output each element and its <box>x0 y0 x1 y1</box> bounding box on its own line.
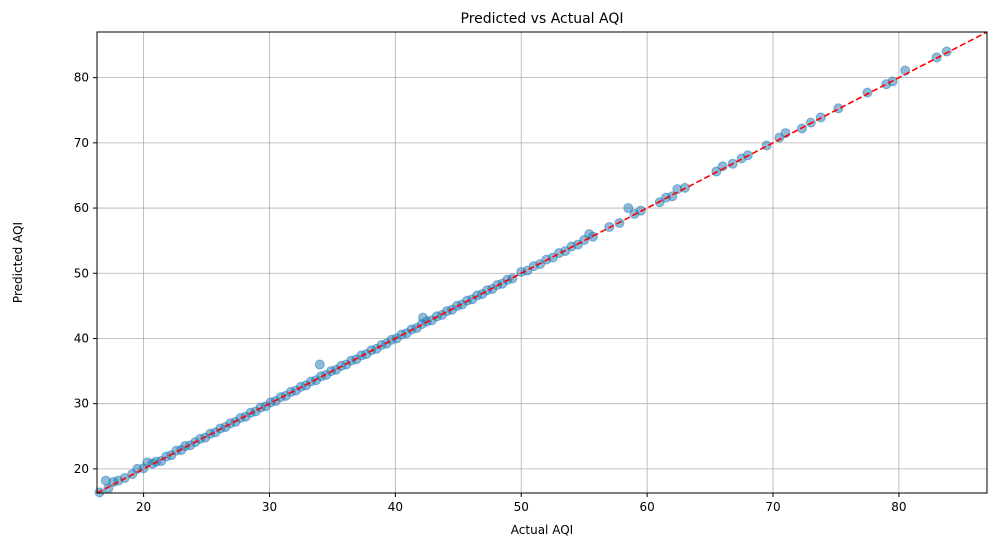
x-tick-label: 60 <box>639 500 654 514</box>
text-layer: Predicted vs Actual AQI Actual AQI Predi… <box>11 11 624 537</box>
plot-frame <box>96 31 988 494</box>
data-point <box>314 359 325 370</box>
data-point <box>623 203 634 214</box>
axes-layer: 20 30 40 50 60 70 80 20 30 40 50 60 70 80 <box>74 31 988 514</box>
x-tick-label: 80 <box>891 500 906 514</box>
data-point <box>941 46 952 57</box>
reference-line-layer <box>96 31 988 494</box>
x-tick-label: 50 <box>514 500 529 514</box>
y-tick-label: 20 <box>74 462 89 476</box>
x-tick-label: 40 <box>388 500 403 514</box>
data-point <box>862 87 873 98</box>
x-tick-label: 30 <box>262 500 277 514</box>
x-tick-label: 70 <box>765 500 780 514</box>
x-axis-label: Actual AQI <box>511 523 573 537</box>
y-tick-label: 60 <box>74 201 89 215</box>
y-tick-label: 70 <box>74 136 89 150</box>
y-tick-label: 80 <box>74 71 89 85</box>
reference-line <box>96 31 988 494</box>
x-tick-label: 20 <box>136 500 151 514</box>
y-axis-label: Predicted AQI <box>11 222 25 303</box>
grid-layer <box>97 32 987 493</box>
y-tick-label: 50 <box>74 266 89 280</box>
y-tick-label: 30 <box>74 397 89 411</box>
y-tick-label: 40 <box>74 331 89 345</box>
chart-title: Predicted vs Actual AQI <box>461 11 624 27</box>
